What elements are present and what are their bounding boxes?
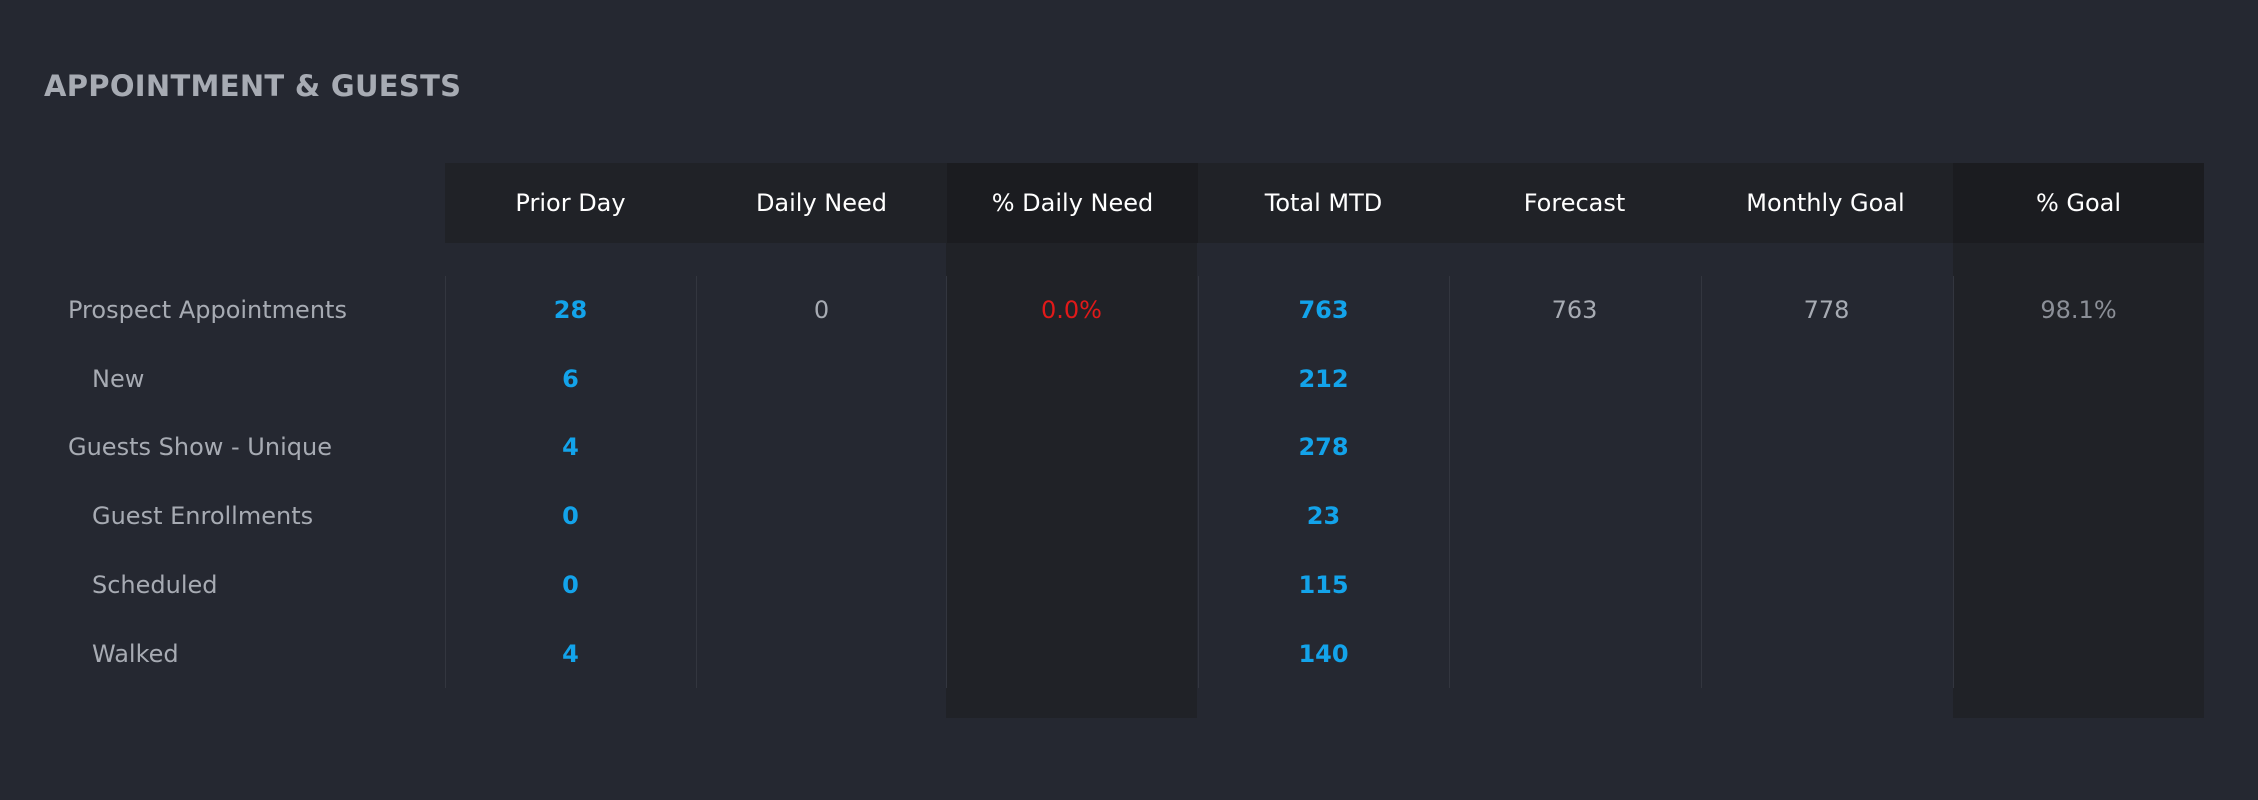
column-divider xyxy=(445,276,446,688)
column-divider xyxy=(1198,276,1199,688)
row-label: Guest Enrollments xyxy=(92,501,314,530)
table-row: Guests Show - Unique 4 278 xyxy=(0,412,2258,481)
row-label: Scheduled xyxy=(92,570,218,599)
forecast-value: 763 xyxy=(1551,295,1598,324)
total-mtd-value[interactable]: 23 xyxy=(1306,501,1341,530)
column-divider xyxy=(1449,276,1450,688)
column-divider xyxy=(1701,276,1702,688)
goal-pct-column-band xyxy=(1953,163,2204,718)
row-label: Guests Show - Unique xyxy=(68,432,332,461)
goal-pct-value: 98.1% xyxy=(2040,295,2117,324)
column-divider xyxy=(696,276,697,688)
daily-need-value: 0 xyxy=(813,295,830,324)
table-row: Guest Enrollments 0 23 xyxy=(0,481,2258,550)
total-mtd-value[interactable]: 278 xyxy=(1298,432,1349,461)
table-header: Prior Day Daily Need % Daily Need Total … xyxy=(445,163,2204,243)
column-divider xyxy=(1953,276,1954,688)
row-label: Walked xyxy=(92,639,179,668)
row-label: New xyxy=(92,364,145,393)
monthly-goal-value: 778 xyxy=(1803,295,1850,324)
prior-day-value[interactable]: 4 xyxy=(562,432,579,461)
table-row: New 6 212 xyxy=(0,344,2258,413)
total-mtd-value[interactable]: 763 xyxy=(1298,295,1349,324)
total-mtd-value[interactable]: 115 xyxy=(1298,570,1349,599)
column-header-forecast: Forecast xyxy=(1523,189,1626,217)
column-header-daily-need: Daily Need xyxy=(755,189,888,217)
column-header-prior-day: Prior Day xyxy=(515,189,626,217)
total-mtd-value[interactable]: 140 xyxy=(1298,639,1349,668)
prior-day-value[interactable]: 0 xyxy=(562,570,579,599)
table-row: Scheduled 0 115 xyxy=(0,550,2258,619)
column-header-total-mtd: Total MTD xyxy=(1264,189,1383,217)
column-divider xyxy=(946,276,947,688)
prior-day-value[interactable]: 6 xyxy=(562,364,579,393)
total-mtd-value[interactable]: 212 xyxy=(1298,364,1349,393)
daily-need-pct-column-band xyxy=(946,163,1197,718)
column-header-goal-pct: % Goal xyxy=(1953,163,2204,243)
table-row: Prospect Appointments 28 0 0.0% 763 763 … xyxy=(0,275,2258,344)
column-header-monthly-goal: Monthly Goal xyxy=(1746,189,1905,217)
column-header-daily-need-pct: % Daily Need xyxy=(947,163,1198,243)
table-row: Walked 4 140 xyxy=(0,619,2258,688)
prior-day-value[interactable]: 4 xyxy=(562,639,579,668)
prior-day-value[interactable]: 0 xyxy=(562,501,579,530)
row-label: Prospect Appointments xyxy=(68,295,347,324)
prior-day-value[interactable]: 28 xyxy=(553,295,588,324)
daily-need-pct-value: 0.0% xyxy=(1041,295,1102,324)
section-title: APPOINTMENT & GUESTS xyxy=(44,69,462,103)
